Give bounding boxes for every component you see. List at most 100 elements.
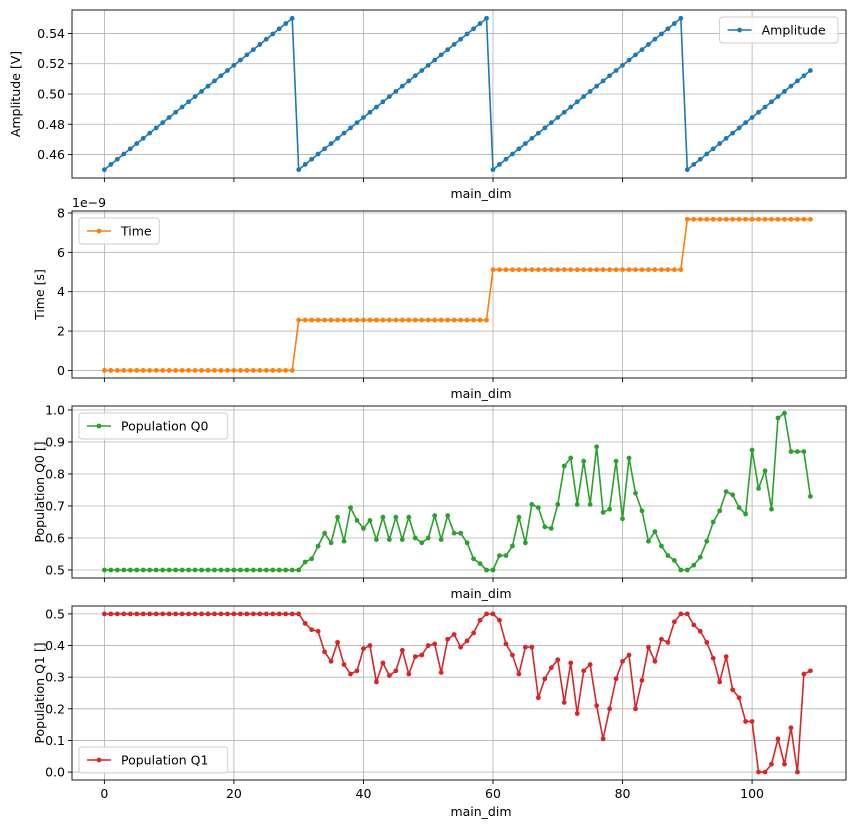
data-point bbox=[633, 706, 638, 712]
data-point bbox=[561, 267, 567, 273]
data-point bbox=[296, 567, 302, 573]
data-point bbox=[542, 267, 548, 273]
y-axis-label: Amplitude [V] bbox=[8, 51, 23, 137]
data-point bbox=[412, 317, 418, 323]
data-point bbox=[749, 115, 755, 120]
data-point bbox=[574, 99, 580, 105]
data-point bbox=[717, 508, 723, 514]
data-point bbox=[542, 676, 548, 682]
data-point bbox=[263, 611, 269, 617]
data-point bbox=[289, 368, 295, 373]
data-point bbox=[425, 535, 431, 541]
data-point bbox=[322, 317, 327, 323]
data-point bbox=[283, 611, 289, 617]
legend: Population Q1 bbox=[78, 746, 229, 774]
data-point bbox=[328, 141, 334, 146]
data-point bbox=[406, 671, 412, 677]
data-point bbox=[691, 562, 697, 568]
data-point bbox=[697, 554, 703, 560]
data-point bbox=[114, 156, 120, 162]
data-point bbox=[691, 622, 697, 628]
data-point bbox=[659, 543, 664, 549]
data-point bbox=[697, 628, 703, 634]
data-point bbox=[522, 540, 528, 546]
data-point bbox=[354, 518, 360, 523]
axes-frame bbox=[71, 605, 847, 781]
data-point bbox=[548, 526, 554, 531]
data-point bbox=[782, 761, 787, 767]
data-point bbox=[199, 611, 204, 617]
data-point bbox=[270, 368, 276, 373]
data-point bbox=[173, 109, 179, 115]
data-point bbox=[341, 317, 347, 323]
y-tick-label: 0.7 bbox=[45, 499, 65, 514]
data-point bbox=[807, 494, 813, 499]
data-point bbox=[335, 317, 340, 323]
data-point bbox=[257, 368, 263, 373]
data-point bbox=[231, 368, 237, 373]
data-point bbox=[613, 267, 619, 273]
data-point bbox=[250, 47, 256, 53]
data-point bbox=[464, 317, 470, 323]
data-point bbox=[510, 652, 515, 658]
data-point bbox=[736, 125, 742, 131]
data-point bbox=[263, 567, 269, 573]
data-point bbox=[529, 502, 535, 507]
data-point bbox=[633, 490, 638, 496]
data-point bbox=[380, 99, 386, 105]
data-point bbox=[671, 267, 677, 273]
data-point bbox=[620, 62, 625, 68]
data-point bbox=[704, 639, 710, 645]
data-point bbox=[626, 267, 632, 273]
data-point bbox=[179, 611, 185, 617]
data-point bbox=[140, 611, 146, 617]
data-point bbox=[257, 42, 263, 47]
data-point bbox=[646, 538, 651, 544]
data-point bbox=[263, 368, 269, 373]
data-point bbox=[749, 719, 755, 724]
data-point bbox=[607, 506, 612, 512]
data-point bbox=[225, 368, 230, 373]
data-point bbox=[296, 167, 302, 173]
data-point bbox=[432, 317, 438, 323]
data-point bbox=[484, 611, 489, 617]
x-tick-label: 60 bbox=[485, 786, 501, 801]
data-point bbox=[516, 671, 522, 677]
data-point bbox=[147, 567, 153, 573]
data-point bbox=[710, 216, 716, 222]
data-point bbox=[212, 567, 217, 573]
data-point bbox=[160, 368, 166, 373]
data-point bbox=[561, 109, 567, 115]
data-point bbox=[665, 267, 671, 273]
y-tick-label: 0.50 bbox=[37, 87, 65, 102]
data-point bbox=[192, 567, 198, 573]
data-point bbox=[205, 368, 211, 373]
data-point bbox=[717, 141, 723, 146]
data-point bbox=[594, 83, 600, 89]
data-point bbox=[497, 617, 502, 623]
data-point bbox=[412, 654, 418, 660]
data-point bbox=[289, 15, 295, 21]
y-axis-label: Population Q1 [] bbox=[32, 642, 47, 743]
data-point bbox=[296, 317, 302, 323]
data-point bbox=[108, 567, 114, 573]
data-point bbox=[173, 567, 179, 573]
data-point bbox=[477, 617, 483, 623]
data-point bbox=[315, 543, 321, 549]
data-point bbox=[393, 514, 399, 520]
data-point bbox=[807, 668, 813, 674]
data-point bbox=[795, 769, 800, 775]
data-point bbox=[315, 628, 321, 634]
data-point bbox=[406, 78, 412, 84]
data-point bbox=[399, 317, 405, 323]
data-point bbox=[762, 468, 768, 474]
data-point bbox=[140, 368, 146, 373]
data-point bbox=[723, 654, 729, 660]
data-point bbox=[659, 31, 664, 37]
data-point bbox=[114, 611, 120, 617]
data-point bbox=[801, 449, 807, 454]
axes-frame bbox=[71, 405, 847, 579]
data-point bbox=[775, 415, 781, 421]
data-point bbox=[801, 216, 807, 222]
data-point bbox=[238, 567, 243, 573]
